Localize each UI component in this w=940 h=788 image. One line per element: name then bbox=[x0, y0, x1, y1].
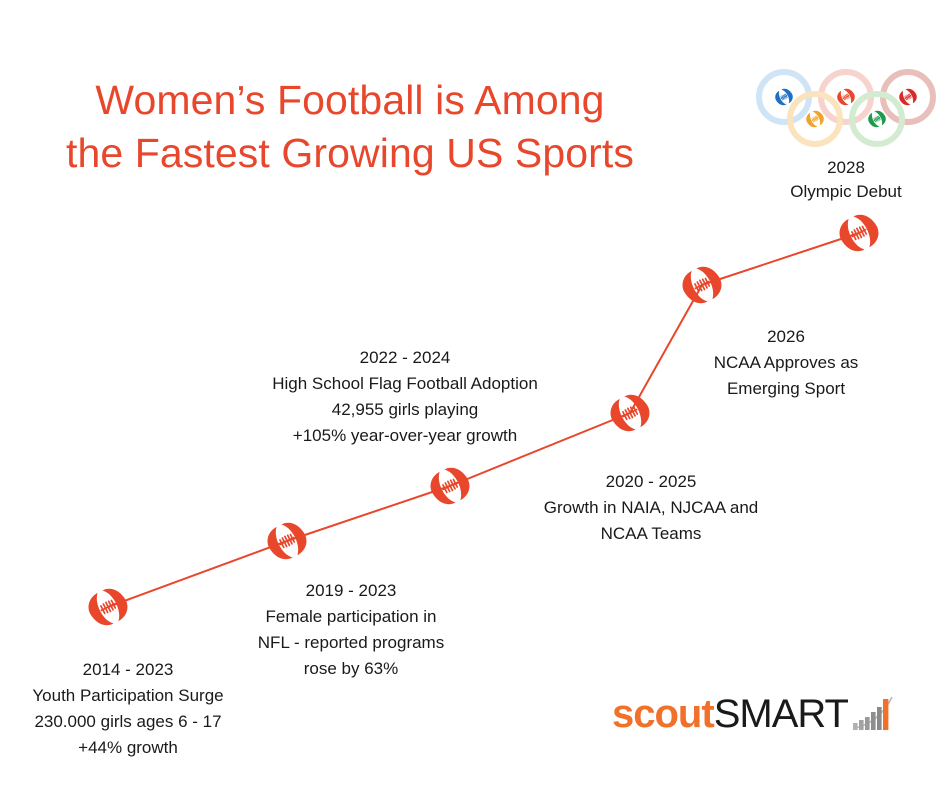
football-icon-node-2019-2023 bbox=[261, 516, 313, 566]
logo-text-smart: SMART bbox=[713, 692, 849, 736]
olympic-rings-icon bbox=[752, 68, 940, 152]
step-label-collegiate-growth: 2020 - 2025 Growth in NAIA, NJCAA and NC… bbox=[543, 472, 759, 543]
football-icon-node-2028 bbox=[833, 208, 885, 258]
football-icon-node-2026 bbox=[676, 260, 728, 310]
football-icon-node-2020-2025 bbox=[604, 388, 656, 438]
logo-wordmark: scoutSMART bbox=[612, 692, 849, 736]
step-label-ncaa-emerging-sport: 2026 NCAA Approves as Emerging Sport bbox=[713, 327, 859, 398]
page-title: Women’s Football is Among the Fastest Gr… bbox=[65, 77, 634, 177]
growth-bar-chart-icon bbox=[849, 692, 897, 739]
step-label-high-school-flag-football: 2022 - 2024 High School Flag Football Ad… bbox=[272, 348, 538, 445]
scoutsmart-logo: scoutSMART bbox=[612, 692, 897, 736]
football-icon-node-2022-2024 bbox=[424, 461, 476, 511]
ring-green-group bbox=[849, 91, 905, 147]
olympic-debut-block: 2028 Olympic Debut bbox=[752, 68, 940, 204]
ring-yellow-group bbox=[787, 91, 843, 147]
olympic-debut-caption: 2028 Olympic Debut bbox=[790, 158, 902, 202]
logo-text-scout: scout bbox=[612, 692, 715, 736]
football-icon-node-2014-2023 bbox=[82, 582, 134, 632]
step-label-youth-participation: 2014 - 2023 Youth Participation Surge 23… bbox=[32, 660, 224, 757]
step-label-nfl-programs: 2019 - 2023 Female participation in NFL … bbox=[257, 581, 445, 678]
